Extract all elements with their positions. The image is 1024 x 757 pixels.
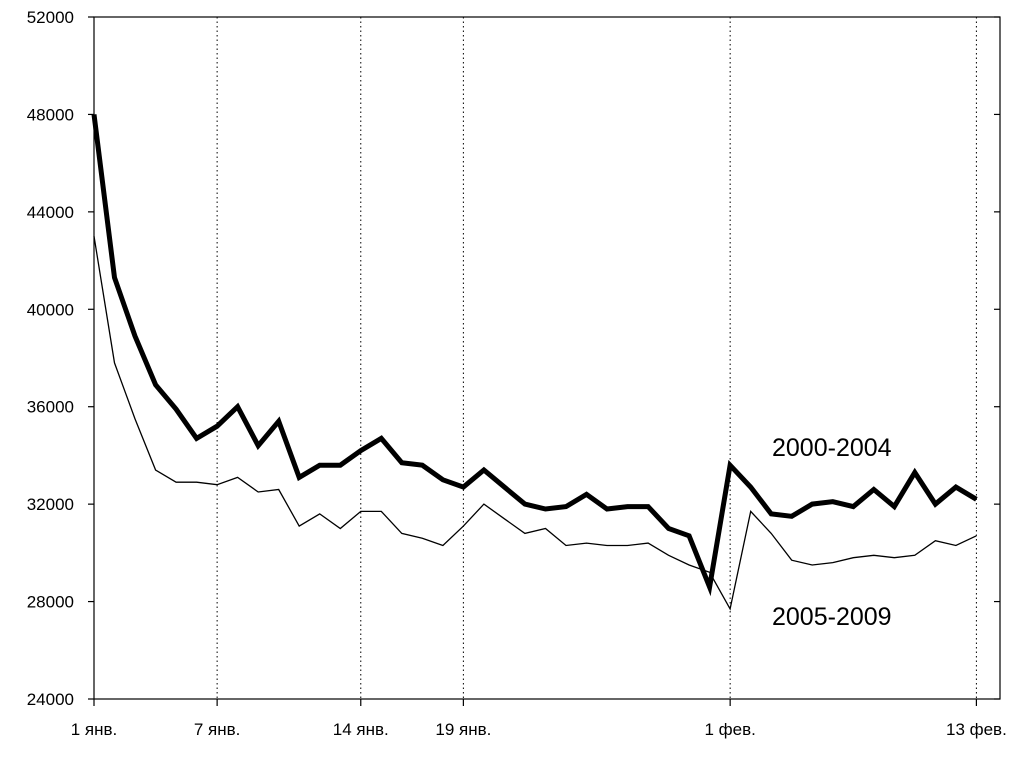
- series-label-2005-2009: 2005-2009: [772, 603, 892, 631]
- y-tick-label: 48000: [27, 105, 74, 124]
- x-axis: 1 янв. 7 янв. 14 янв. 19 янв. 1 фев. 13 фев.: [71, 699, 1007, 739]
- y-tick-label: 44000: [27, 203, 74, 222]
- x-tick-label: 7 янв.: [194, 720, 241, 739]
- y-tick-label: 52000: [27, 8, 74, 27]
- y-tick-label: 40000: [27, 300, 74, 319]
- series-lines: [91, 114, 978, 611]
- series-line-2000-2004: [91, 114, 978, 597]
- y-tick-label: 32000: [27, 495, 74, 514]
- y-axis: 24000 28000 32000 36000 40000 44000 48000 52000: [27, 8, 1000, 709]
- x-tick-label: 1 янв.: [71, 720, 118, 739]
- series-line-2005-2009: [93, 236, 977, 611]
- gridlines: [93, 17, 977, 699]
- y-tick-label: 24000: [27, 690, 74, 709]
- series-label-2000-2004: 2000-2004: [772, 434, 892, 462]
- x-tick-label: 19 янв.: [435, 720, 491, 739]
- y-tick-label: 28000: [27, 593, 74, 612]
- y-tick-label: 36000: [27, 398, 74, 417]
- plot-frame: [93, 16, 1001, 700]
- x-tick-label: 14 янв.: [333, 720, 389, 739]
- x-tick-label: 13 фев.: [946, 720, 1007, 739]
- x-tick-label: 1 фев.: [704, 720, 755, 739]
